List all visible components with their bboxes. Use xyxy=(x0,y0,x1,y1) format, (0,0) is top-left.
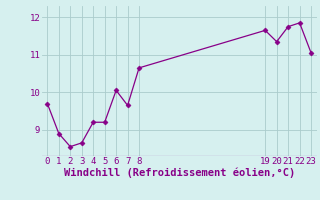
X-axis label: Windchill (Refroidissement éolien,°C): Windchill (Refroidissement éolien,°C) xyxy=(64,168,295,178)
